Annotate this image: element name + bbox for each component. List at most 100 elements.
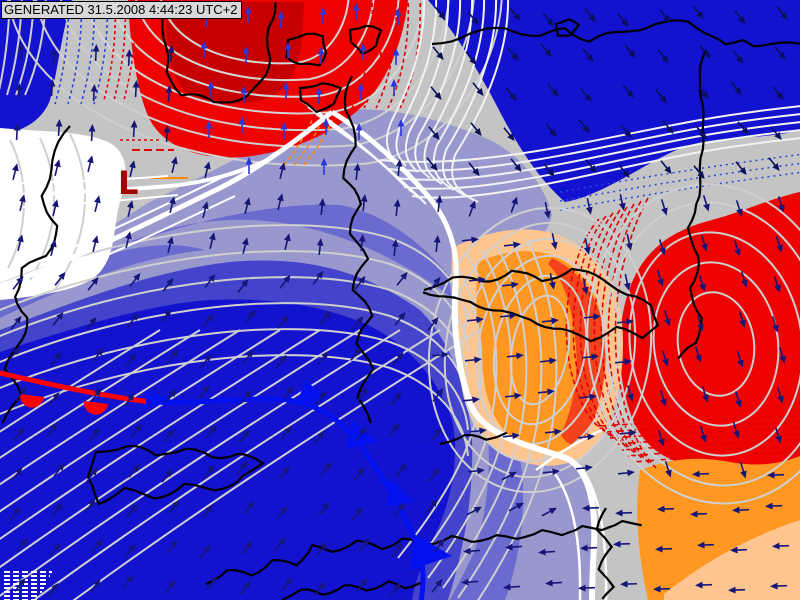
wind-arrow [238, 117, 246, 134]
wind-arrow [579, 393, 597, 401]
wind-arrow [537, 388, 555, 396]
contour-line-white [395, 121, 800, 181]
wind-arrow [123, 392, 135, 407]
wind-arrow [550, 233, 558, 250]
contour-line [0, 224, 469, 327]
wind-arrow [734, 391, 742, 408]
wind-arrow [510, 158, 522, 172]
wind-arrow [353, 466, 365, 481]
wind-arrow [504, 392, 522, 400]
wind-arrow [775, 236, 783, 253]
wind-arrow [160, 308, 172, 323]
wind-arrow [350, 346, 362, 361]
wind-arrow [318, 198, 326, 216]
wind-arrow [241, 540, 253, 555]
contour-line-white [414, 0, 462, 179]
wind-arrow [397, 119, 405, 136]
wind-arrow [244, 197, 251, 214]
wind-arrow [659, 390, 667, 407]
wind-arrow [171, 156, 178, 173]
contour-line-white [387, 113, 800, 172]
wind-arrow [88, 427, 100, 442]
wind-arrow [541, 317, 559, 325]
wind-arrow [434, 6, 446, 20]
wind-arrow [428, 467, 440, 482]
wind-arrow [198, 384, 210, 399]
wind-arrow [317, 350, 329, 365]
wind-arrow [690, 510, 708, 518]
wind-arrow [661, 350, 669, 367]
wind-arrow [431, 578, 443, 593]
wind-arrow [319, 7, 327, 24]
contour-dashed-red [600, 203, 643, 459]
wind-arrow [507, 47, 519, 61]
wind-arrow [51, 502, 63, 517]
country-border [86, 444, 265, 506]
wind-arrow [539, 357, 557, 365]
wind-arrow [50, 239, 57, 256]
wind-arrow [352, 3, 360, 20]
wind-arrow [128, 463, 140, 478]
white-band-segment [535, 428, 603, 472]
wind-arrow [580, 88, 592, 102]
contour-ring [586, 183, 800, 505]
wind-arrow [242, 46, 250, 63]
wind-arrow [239, 580, 251, 595]
wind-arrow [542, 12, 554, 26]
wind-arrow [582, 504, 600, 512]
contour-dashed-red [627, 445, 800, 457]
wind-arrow [431, 351, 449, 359]
wind-arrow [426, 157, 438, 171]
wind-arrow [200, 41, 208, 58]
wind-arrow [433, 235, 441, 253]
white-zero-band-echo [0, 175, 226, 277]
contour-line [0, 276, 469, 379]
wind-arrow [394, 311, 406, 326]
wind-arrow [314, 581, 326, 596]
wind-arrow [205, 424, 217, 439]
wind-arrow [461, 236, 479, 244]
wind-arrow [17, 43, 25, 61]
wind-arrow [465, 51, 477, 65]
wind-arrow [243, 500, 255, 515]
wind-arrow [618, 164, 630, 178]
wind-arrow [13, 123, 21, 141]
wind-arrow [505, 87, 517, 101]
wind-arrow [466, 316, 484, 324]
wind-arrow [623, 274, 631, 291]
wind-arrow [8, 346, 20, 361]
wind-arrow [615, 509, 633, 517]
wind-arrow [280, 122, 288, 139]
wind-arrow [162, 277, 174, 292]
wind-arrow [656, 270, 664, 287]
cold-front-triangle-large [410, 534, 452, 570]
wind-arrow [472, 82, 484, 96]
wind-arrow [204, 161, 211, 178]
wind-arrow [11, 466, 23, 481]
wind-arrow [774, 427, 782, 444]
wind-arrow [358, 234, 366, 252]
wind-arrow [391, 239, 399, 257]
wind-arrow [161, 468, 173, 483]
wind-arrow [50, 48, 58, 66]
wind-arrow [316, 541, 328, 556]
wind-arrow [201, 504, 213, 519]
wind-arrow [14, 577, 26, 592]
wind-arrow [92, 347, 104, 362]
white-zero-band-echo [551, 469, 582, 600]
cold-pool-deep-core [0, 299, 456, 600]
wind-arrow [126, 503, 138, 518]
wind-arrow [426, 498, 438, 513]
wind-arrow [736, 351, 744, 368]
wind-arrow [655, 545, 673, 553]
wind-arrow [503, 241, 521, 249]
wind-arrow [92, 44, 100, 62]
wind-arrow [466, 506, 482, 516]
wind-arrow [767, 471, 785, 479]
wind-arrow [127, 200, 134, 217]
wind-arrow [613, 540, 631, 548]
wind-arrow [699, 45, 711, 59]
white-horizontal-band [0, 175, 169, 185]
wind-arrow [547, 83, 559, 97]
